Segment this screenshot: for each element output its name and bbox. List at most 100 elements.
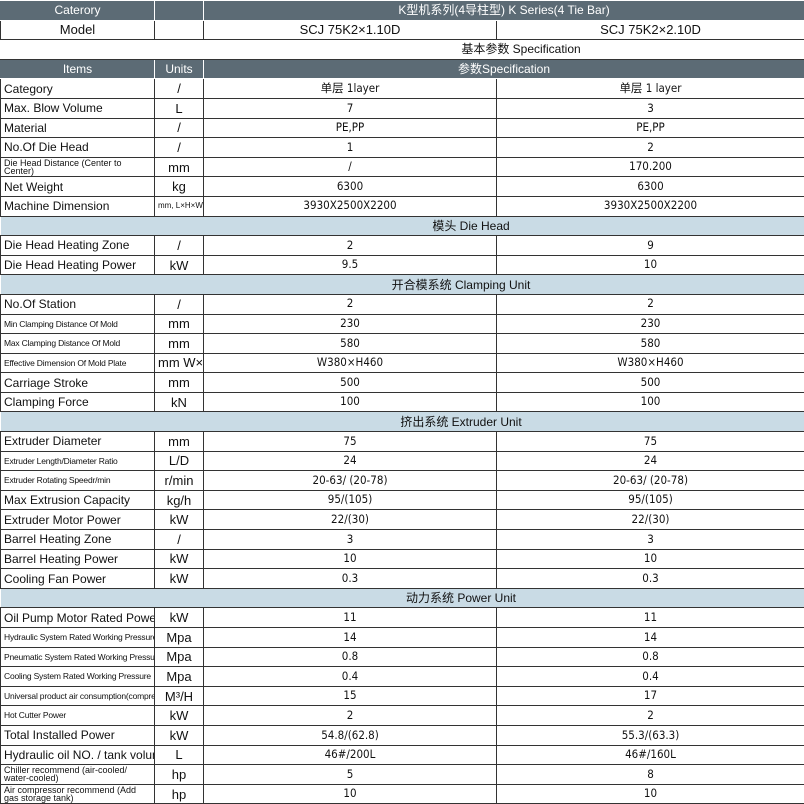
value-model-2: 3 — [497, 530, 804, 550]
value-model-2: 0.8 — [497, 647, 804, 667]
unit-cell: r/min — [155, 471, 204, 491]
value-model-2: 46#/160L — [497, 745, 804, 765]
unit-cell: Mpa — [155, 667, 204, 687]
value-model-2: 10 — [497, 549, 804, 569]
unit-cell: hp — [155, 765, 204, 785]
unit-cell: Mpa — [155, 647, 204, 667]
item-label: No.Of Station — [1, 294, 155, 314]
value-model-1: 5 — [204, 765, 497, 785]
unit-cell: / — [155, 294, 204, 314]
section-header-row: 模头 Die Head — [1, 216, 804, 236]
value-model-2: 2 — [497, 138, 804, 158]
unit-cell: mm — [155, 157, 204, 177]
value-model-1: 3 — [204, 530, 497, 550]
value-model-1: 7 — [204, 98, 497, 118]
item-label: Extruder Diameter — [1, 432, 155, 452]
unit-cell: kW — [155, 569, 204, 589]
unit-cell: L/D — [155, 451, 204, 471]
series-title: K型机系列(4导柱型) K Series(4 Tie Bar) — [204, 1, 804, 21]
item-label: Hot Cutter Power — [1, 706, 155, 726]
model-label: Model — [1, 20, 155, 40]
section-title: 模头 Die Head — [1, 216, 804, 236]
value-model-1: 15 — [204, 686, 497, 706]
value-model-1: 6300 — [204, 177, 497, 197]
item-label: Effective Dimension Of Mold Plate — [1, 353, 155, 373]
value-model-2: 6300 — [497, 177, 804, 197]
value-model-1: W380×H460 — [204, 353, 497, 373]
value-model-2: 580 — [497, 334, 804, 354]
unit-cell: mm — [155, 373, 204, 393]
value-model-2: 75 — [497, 432, 804, 452]
unit-cell: hp — [155, 784, 204, 804]
model-1: SCJ 75K2×1.10D — [204, 20, 497, 40]
section-header-row: 动力系统 Power Unit — [1, 588, 804, 608]
value-model-2: 单层 1 layer — [497, 79, 804, 99]
value-model-1: 0.8 — [204, 647, 497, 667]
value-model-1: / — [204, 157, 497, 177]
unit-cell: kW — [155, 608, 204, 628]
unit-cell: kW — [155, 255, 204, 275]
section-header-row: 开合模系统 Clamping Unit — [1, 275, 804, 295]
unit-cell: mm — [155, 334, 204, 354]
item-label: Extruder Rotating Speedr/min — [1, 471, 155, 491]
item-label: Min Clamping Distance Of Mold — [1, 314, 155, 334]
item-label: Cooling Fan Power — [1, 569, 155, 589]
item-label: Material — [1, 118, 155, 138]
unit-cell: / — [155, 118, 204, 138]
value-model-2: 3930X2500X2200 — [497, 196, 804, 216]
item-label: Oil Pump Motor Rated Power — [1, 608, 155, 628]
value-model-1: 2 — [204, 294, 497, 314]
value-model-1: 9.5 — [204, 255, 497, 275]
value-model-2: W380×H460 — [497, 353, 804, 373]
section-title: 动力系统 Power Unit — [1, 588, 804, 608]
value-model-2: 11 — [497, 608, 804, 628]
value-model-2: 14 — [497, 628, 804, 648]
value-model-1: 0.3 — [204, 569, 497, 589]
item-label: Pneumatic System Rated Working Pressure — [1, 647, 155, 667]
item-label: Barrel Heating Power — [1, 549, 155, 569]
item-label: Chiller recommend (air-cooled/ water-coo… — [1, 765, 155, 785]
value-model-1: 22/(30) — [204, 510, 497, 530]
value-model-2: 24 — [497, 451, 804, 471]
item-label: Die Head Distance (Center to Center) — [1, 157, 155, 177]
value-model-1: 46#/200L — [204, 745, 497, 765]
unit-cell: / — [155, 530, 204, 550]
value-model-2: 2 — [497, 294, 804, 314]
value-model-2: 170.200 — [497, 157, 804, 177]
value-model-1: 75 — [204, 432, 497, 452]
item-label: Barrel Heating Zone — [1, 530, 155, 550]
item-label: Air compressor recommend (Add gas storag… — [1, 784, 155, 804]
item-label: Die Head Heating Zone — [1, 236, 155, 256]
item-label: Total Installed Power — [1, 725, 155, 745]
value-model-2: 3 — [497, 98, 804, 118]
value-model-2: 2 — [497, 706, 804, 726]
value-model-2: 17 — [497, 686, 804, 706]
value-model-2: PE,PP — [497, 118, 804, 138]
item-label: Max Extrusion Capacity — [1, 490, 155, 510]
value-model-1: 2 — [204, 706, 497, 726]
item-label: Extruder Length/Diameter Ratio — [1, 451, 155, 471]
item-label: Net Weight — [1, 177, 155, 197]
value-model-1: 95/(105) — [204, 490, 497, 510]
value-model-2: 230 — [497, 314, 804, 334]
item-label: Hydraulic System Rated Working Pressure — [1, 628, 155, 648]
value-model-1: 24 — [204, 451, 497, 471]
unit-cell: kg/h — [155, 490, 204, 510]
item-label: Universal product air consumption(compre… — [1, 686, 155, 706]
model-2: SCJ 75K2×2.10D — [497, 20, 804, 40]
value-model-1: 580 — [204, 334, 497, 354]
unit-cell: L — [155, 98, 204, 118]
